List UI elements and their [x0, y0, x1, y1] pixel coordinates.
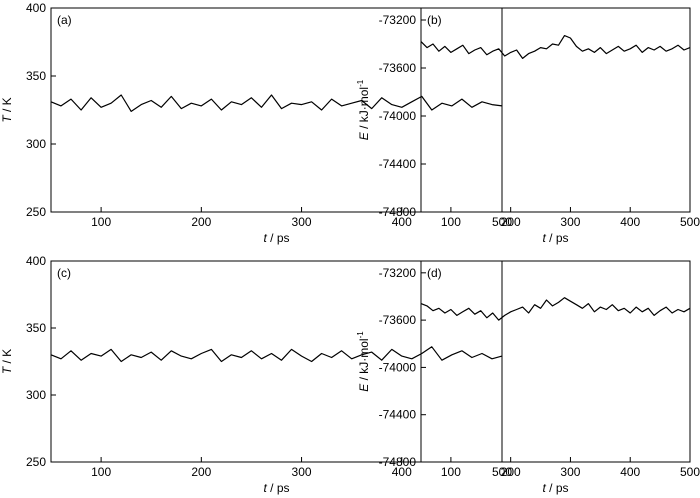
series-line-0: [50, 94, 503, 113]
panel-label: (d): [427, 266, 442, 280]
y-tick-label: -73200: [379, 13, 417, 27]
y-tick-label: -73200: [379, 266, 417, 280]
x-tick-label: 500: [680, 465, 700, 479]
series-line-0: [420, 297, 691, 321]
y-tick-label: -74800: [379, 205, 417, 219]
panel-a: 100 200 300 400 500 250 300 350 400 (a) t / ps T / …: [0, 1, 512, 245]
panel-label: (a): [57, 13, 72, 27]
x-tick-label: 300: [292, 215, 312, 229]
x-axis-label: t / ps: [263, 231, 289, 245]
y-tick-label: 400: [26, 1, 46, 15]
y-tick-label: 250: [26, 205, 46, 219]
y-tick-label: -74400: [379, 408, 417, 422]
y-tick-label: -74000: [379, 360, 417, 374]
x-tick-label: 400: [392, 215, 412, 229]
plot-frame: [420, 7, 691, 213]
x-tick-label: 100: [441, 215, 461, 229]
x-tick-label: 200: [191, 465, 211, 479]
y-axis-label: E / kJ·mol-1: [356, 331, 371, 392]
panel-b: 100 200 300 400 500 -74800 -74400 -74000 -73600 -…: [356, 7, 700, 245]
x-tick-label: 400: [620, 215, 640, 229]
panel-d: 100 200 300 400 500 -74800 -74400 -74000 -73600 -…: [356, 260, 700, 495]
x-tick-label: 100: [91, 465, 111, 479]
plot-frame: [50, 7, 503, 213]
x-tick-label: 400: [620, 465, 640, 479]
x-tick-label: 100: [91, 215, 111, 229]
x-tick-label: 200: [501, 215, 521, 229]
x-tick-label: 500: [492, 465, 512, 479]
plot-frame: [50, 260, 503, 463]
x-tick-label: 300: [560, 465, 580, 479]
y-tick-label: -74800: [379, 455, 417, 469]
x-tick-label: 500: [492, 215, 512, 229]
x-tick-label: 500: [680, 215, 700, 229]
x-tick-label: 300: [560, 215, 580, 229]
x-tick-label: 100: [441, 465, 461, 479]
panel-label: (b): [427, 13, 442, 27]
y-tick-label: 350: [26, 321, 46, 335]
series-line-0: [420, 34, 691, 60]
y-tick-label: 300: [26, 137, 46, 151]
y-tick-label: 400: [26, 254, 46, 268]
x-tick-label: 400: [392, 465, 412, 479]
x-axis-label: t / ps: [542, 481, 568, 495]
y-tick-label: -73600: [379, 313, 417, 327]
y-axis-label: E / kJ·mol-1: [356, 79, 371, 140]
y-axis-label: T / K: [0, 97, 14, 122]
panel-label: (c): [57, 266, 71, 280]
y-tick-label: 300: [26, 388, 46, 402]
y-tick-label: -73600: [379, 61, 417, 75]
x-tick-label: 200: [191, 215, 211, 229]
y-tick-label: -74000: [379, 109, 417, 123]
series-line-0: [50, 346, 503, 363]
panel-c: 100 200 300 400 500 250 300 350 400 (c) t / ps T / …: [0, 254, 512, 495]
y-axis-label: T / K: [0, 349, 14, 374]
y-tick-label: 250: [26, 455, 46, 469]
plot-frame: [420, 260, 691, 463]
x-axis-label: t / ps: [542, 231, 568, 245]
y-tick-label: -74400: [379, 157, 417, 171]
x-axis-label: t / ps: [263, 481, 289, 495]
y-tick-label: 350: [26, 69, 46, 83]
x-tick-label: 200: [501, 465, 521, 479]
x-tick-label: 300: [292, 465, 312, 479]
